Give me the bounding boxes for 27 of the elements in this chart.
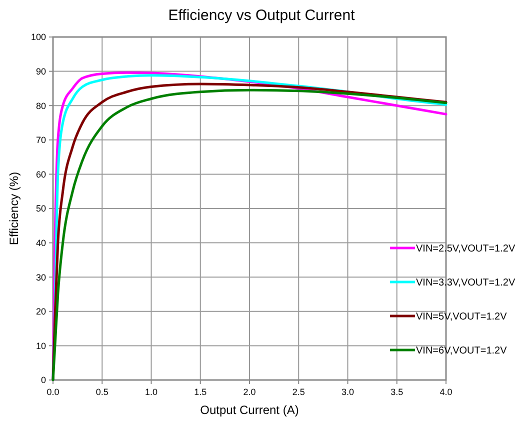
legend-label: VIN=6V,VOUT=1.2V: [416, 346, 508, 356]
legend-label: VIN=5V,VOUT=1.2V: [416, 312, 508, 322]
x-tick-label: 4.0: [440, 387, 452, 397]
y-tick-label: 20: [36, 306, 46, 317]
x-tick-label: 0.0: [46, 387, 60, 397]
y-tick-label: 40: [36, 238, 46, 248]
y-tick-label: 80: [36, 100, 46, 111]
x-tick-label: 2.5: [292, 387, 305, 397]
legend-label: VIN=2.5V,VOUT=1.2V: [416, 244, 516, 254]
x-tick-label: 3.0: [341, 387, 354, 397]
legend-label: VIN=3.3V,VOUT=1.2V: [416, 278, 516, 288]
y-tick-label: 0: [40, 375, 46, 386]
y-tick-label: 70: [36, 135, 46, 146]
y-tick-label: 100: [30, 32, 46, 42]
x-tick-label: 3.5: [390, 387, 404, 397]
y-tick-label: 50: [36, 204, 46, 214]
x-tick-label: 2.0: [243, 387, 256, 397]
x-tick-label: 1.5: [194, 387, 207, 397]
y-tick-label: 10: [36, 340, 46, 351]
y-tick-label: 30: [36, 272, 46, 282]
y-axis-title: Efficiency (%): [7, 172, 21, 246]
chart-title: Efficiency vs Output Current: [168, 7, 356, 24]
x-axis-title: Output Current (A): [200, 403, 299, 417]
y-tick-label: 60: [36, 169, 46, 180]
x-tick-label: 1.0: [144, 387, 158, 397]
x-tick-label: 0.5: [96, 387, 108, 397]
y-tick-label: 90: [36, 66, 46, 76]
